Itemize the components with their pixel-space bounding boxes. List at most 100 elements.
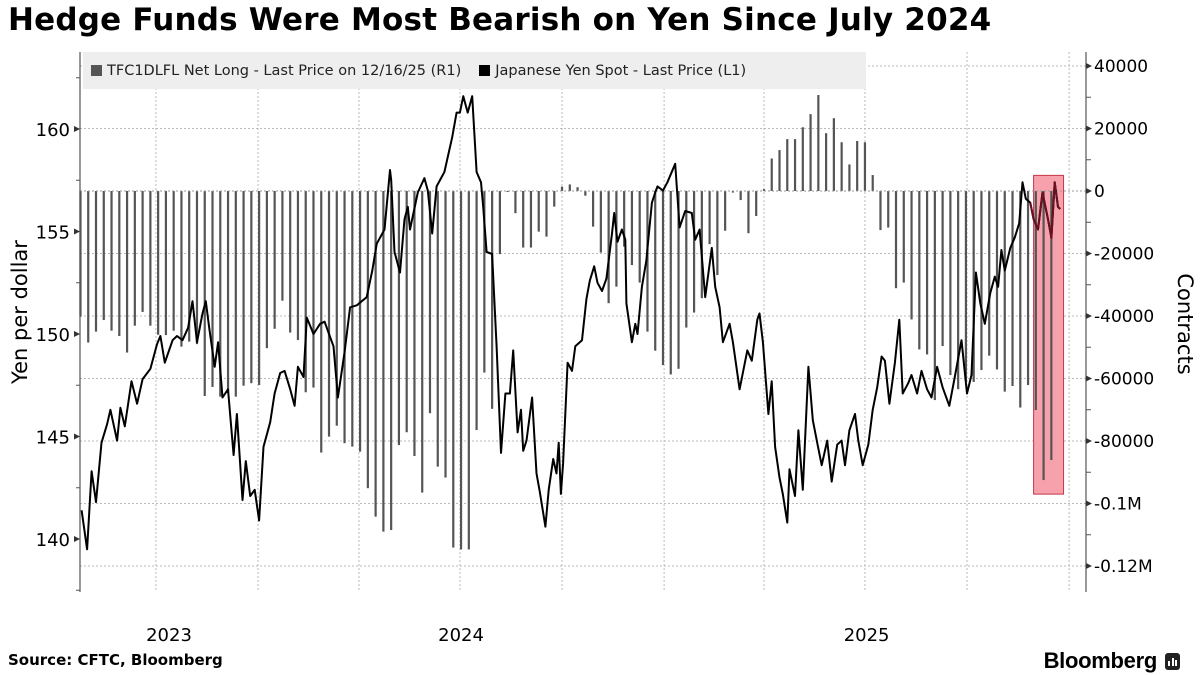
left-tick-label: 155 [36,223,70,244]
net-long-bar [149,191,152,326]
net-long-bar [180,191,183,347]
net-long-bar [172,191,175,331]
right-tick-label: -0.12M [1094,557,1153,577]
net-long-bar [560,186,564,191]
net-long-bar [848,164,851,191]
net-long-bar [529,191,533,248]
net-long-bar [910,191,913,320]
net-long-bar [793,139,797,191]
net-long-bar [327,191,331,437]
net-long-bar [498,191,501,255]
net-long-bar [405,191,408,433]
net-long-bar [692,191,696,313]
net-long-bar [296,191,300,341]
left-tick-marker [74,126,80,132]
net-long-bar [125,191,129,353]
net-long-bar [436,191,439,467]
left-tick-label: 145 [36,428,70,449]
right-tick-label: 0 [1094,182,1105,202]
left-tick-label: 140 [36,530,70,551]
net-long-bar [211,191,214,387]
net-long-bar [1050,191,1053,461]
net-long-bar [731,191,735,193]
right-tick-label: -40000 [1094,307,1154,327]
net-long-bar [444,191,447,478]
net-long-bar [988,191,991,356]
net-long-bar [809,114,812,191]
right-tick-marker [1086,63,1092,69]
net-long-bar [599,191,602,253]
net-long-bar [203,191,206,396]
net-long-bar [646,191,649,332]
net-long-bar [801,127,804,191]
net-long-bar [832,118,835,191]
right-tick-marker [1086,375,1092,382]
net-long-bar [141,191,144,312]
net-long-bar [918,191,921,350]
net-long-bar [110,191,113,331]
right-tick-marker [1086,188,1092,194]
net-long-bar [234,191,237,397]
net-long-bar [630,191,634,266]
net-long-bar [390,191,393,531]
net-long-bar [258,191,261,386]
net-long-bar [762,189,766,191]
net-long-bar [607,191,610,304]
legend-item-yen-spot: Japanese Yen Spot - Last Price (L1) [479,63,746,79]
x-tick-label: 2023 [146,625,192,646]
net-long-bar [335,191,338,426]
net-long-bar [397,191,401,446]
net-long-bar [428,191,432,414]
net-long-bar [459,191,463,550]
net-long-bar [817,95,820,191]
right-tick-marker [1086,313,1092,319]
chart-title: Hedge Funds Were Most Bearish on Yen Sin… [8,2,992,38]
net-long-bar [351,191,354,447]
net-long-bar [1026,191,1030,386]
net-long-bar [475,191,478,431]
legend-label-yen-spot: Japanese Yen Spot - Last Price (L1) [495,62,747,79]
net-long-bar [265,191,268,349]
net-long-bar [716,191,719,276]
net-long-bar [654,191,657,351]
net-long-bar [118,191,121,336]
net-long-bar [871,175,874,191]
right-tick-label: -20000 [1094,245,1154,265]
right-tick-label: -0.1M [1094,495,1142,515]
net-long-bar [219,191,222,397]
net-long-bar [289,191,292,333]
net-long-bar [747,191,750,234]
net-long-bar [980,191,983,371]
left-tick-marker [74,433,80,440]
net-long-bar [856,141,859,191]
net-long-bar [506,191,509,192]
right-tick-marker [1086,438,1092,444]
net-long-bar [778,150,781,191]
net-long-bar [708,191,711,245]
source-note: Source: CFTC, Bloomberg [8,651,223,669]
net-long-bar [786,139,789,191]
net-long-bar [195,191,199,345]
net-long-bar [366,191,369,489]
right-tick-marker [1086,125,1092,132]
net-long-bar [467,191,470,550]
right-tick-marker [1086,500,1092,507]
net-long-bar [320,191,323,453]
logo-text: Bloomberg [1043,648,1158,673]
left-tick-marker [74,331,80,337]
left-tick-label: 150 [36,325,70,346]
net-long-bar [964,191,968,382]
legend-label-net-long: TFC1DLFL Net Long - Last Price on 12/16/… [107,62,462,79]
x-tick-label: 2025 [844,625,890,646]
net-long-bar [514,191,517,214]
net-long-bar [972,191,975,382]
legend-item-net-long: TFC1DLFL Net Long - Last Price on 12/16/… [91,63,461,79]
net-long-bar [661,191,665,366]
net-long-bar [343,191,346,444]
net-long-bar [133,191,136,326]
yen-spot-line [80,95,1061,551]
net-long-bar [304,191,307,393]
net-long-bar [188,191,191,342]
net-long-bar [281,191,284,301]
x-tick-label: 2024 [438,625,484,646]
